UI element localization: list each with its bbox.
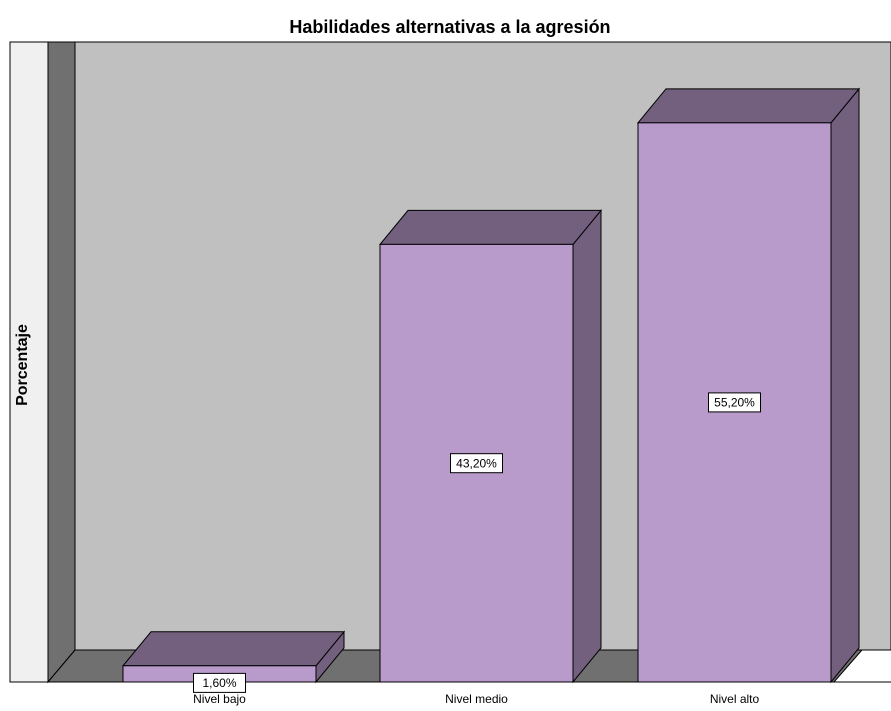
x-tick-label: Nivel alto — [710, 692, 760, 706]
bar-side — [572, 208, 602, 684]
y-axis-label: Porcentaje — [14, 324, 31, 406]
x-tick-label: Nivel bajo — [193, 692, 246, 706]
left-wall — [47, 41, 76, 684]
chart-title: Habilidades alternativas a la agresión — [289, 17, 610, 37]
axis-panel — [9, 41, 49, 683]
bar-top — [636, 88, 861, 124]
value-label-box — [708, 392, 761, 413]
value-label: 1,60% — [202, 676, 236, 690]
value-label-box — [193, 672, 246, 693]
value-label: 55,20% — [714, 396, 755, 410]
x-tick-label: Nivel medio — [445, 692, 508, 706]
bar-top — [121, 631, 346, 667]
bar-top — [378, 209, 603, 245]
bar-side — [830, 87, 860, 684]
value-label-box — [450, 453, 503, 474]
value-label: 43,20% — [456, 456, 497, 470]
